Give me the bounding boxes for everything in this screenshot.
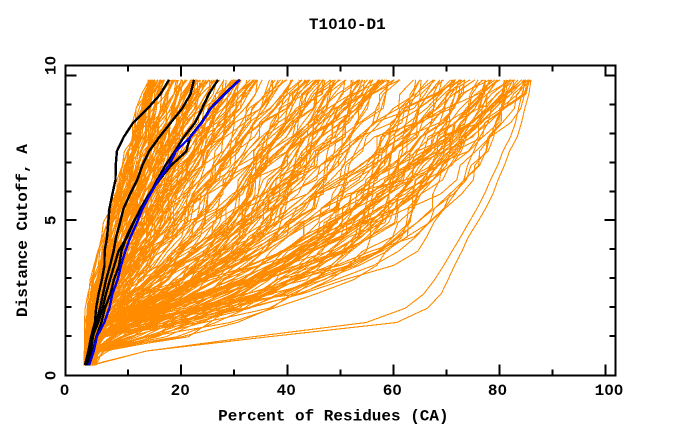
svg-text:40: 40 (277, 382, 296, 400)
svg-text:Distance Cutoff, A: Distance Cutoff, A (14, 144, 32, 317)
svg-text:Percent of Residues (CA): Percent of Residues (CA) (218, 408, 448, 426)
svg-text:T1010-D1: T1010-D1 (309, 16, 386, 34)
svg-text:5: 5 (43, 215, 61, 225)
svg-text:10: 10 (43, 56, 61, 75)
svg-text:80: 80 (488, 382, 507, 400)
svg-text:20: 20 (171, 382, 190, 400)
svg-text:60: 60 (383, 382, 402, 400)
